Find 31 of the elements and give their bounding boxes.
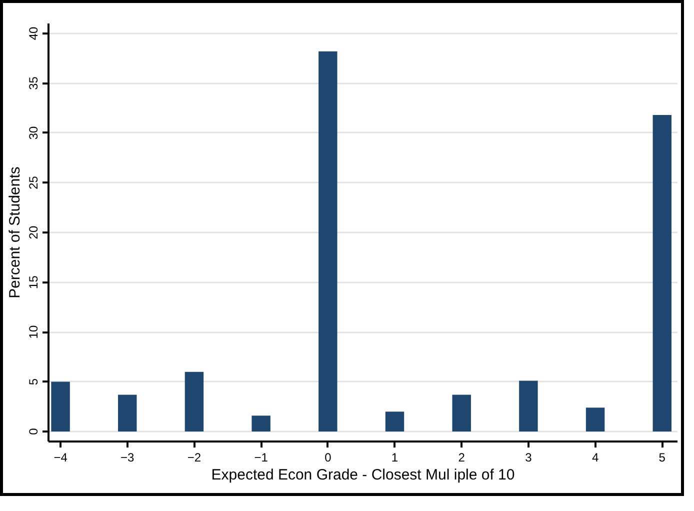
x-tick-label: 1 [391,450,398,464]
y-tick-label: 20 [26,226,40,240]
bar [318,51,338,432]
y-tick-label: 10 [26,325,40,339]
bar [519,380,538,432]
bar [652,115,672,432]
bar [586,408,605,432]
bar [452,394,471,432]
y-tick-label: 15 [26,275,40,289]
x-tick-label: 0 [324,450,332,464]
x-tick-label: 3 [525,450,532,464]
x-tick-label: 2 [458,450,466,464]
x-tick-label: 4 [592,450,599,464]
bar [385,412,404,432]
y-axis-title: Percent of Students [6,166,24,298]
y-tick-label: 35 [26,76,40,90]
bar [118,394,137,432]
y-tick-label: 30 [26,126,40,140]
bar [184,372,204,432]
x-tick-label: −3 [120,450,135,464]
x-tick-label: −1 [254,450,268,464]
x-tick-label: −4 [54,450,68,464]
y-tick-label: 40 [26,26,40,40]
y-tick-label: 25 [26,176,40,190]
x-tick-label: 5 [658,450,666,464]
bar [51,382,70,432]
bar [252,416,270,432]
y-tick-label: 5 [26,378,40,386]
x-tick-label: −2 [187,450,202,464]
y-tick-label: 0 [26,428,40,435]
x-axis-title: Expected Econ Grade - Closest Mul iple of 10 [211,466,515,484]
